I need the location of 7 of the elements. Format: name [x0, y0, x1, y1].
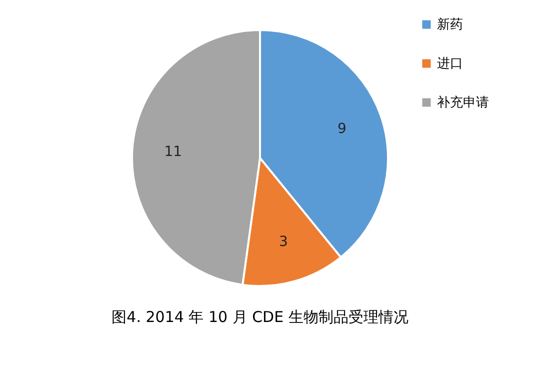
legend-label: 新药 — [437, 18, 463, 32]
legend-label: 补充申请 — [437, 96, 489, 110]
text: 图4. 2014 年 10 月 CDE 生物制品受理情况 — [112, 308, 408, 326]
data-label: 3 — [279, 234, 288, 250]
data-label: 9 — [338, 120, 346, 137]
data-label: 11 — [164, 144, 182, 160]
legend-label: 进口 — [437, 56, 463, 72]
